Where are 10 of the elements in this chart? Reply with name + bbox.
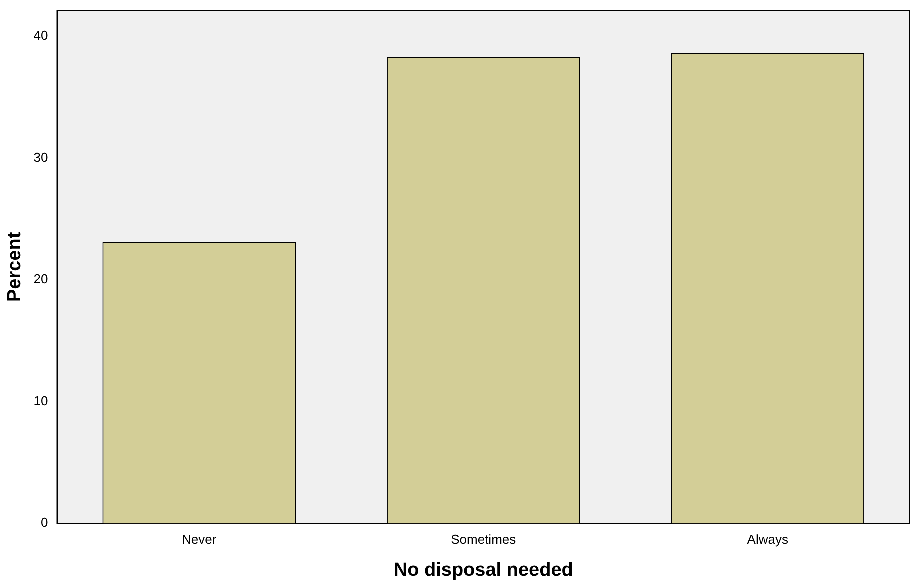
y-tick-label: 0 (41, 515, 48, 530)
x-tick-label: Never (182, 532, 218, 547)
y-tick-label: 30 (34, 150, 48, 165)
y-tick-label: 20 (34, 272, 48, 287)
x-tick-label: Always (747, 532, 789, 547)
y-tick-label: 10 (34, 393, 48, 408)
x-axis-title: No disposal needed (394, 560, 574, 581)
y-axis-title: Percent (4, 232, 26, 302)
y-tick-label: 40 (34, 28, 48, 43)
x-tick-label: Sometimes (451, 532, 517, 547)
